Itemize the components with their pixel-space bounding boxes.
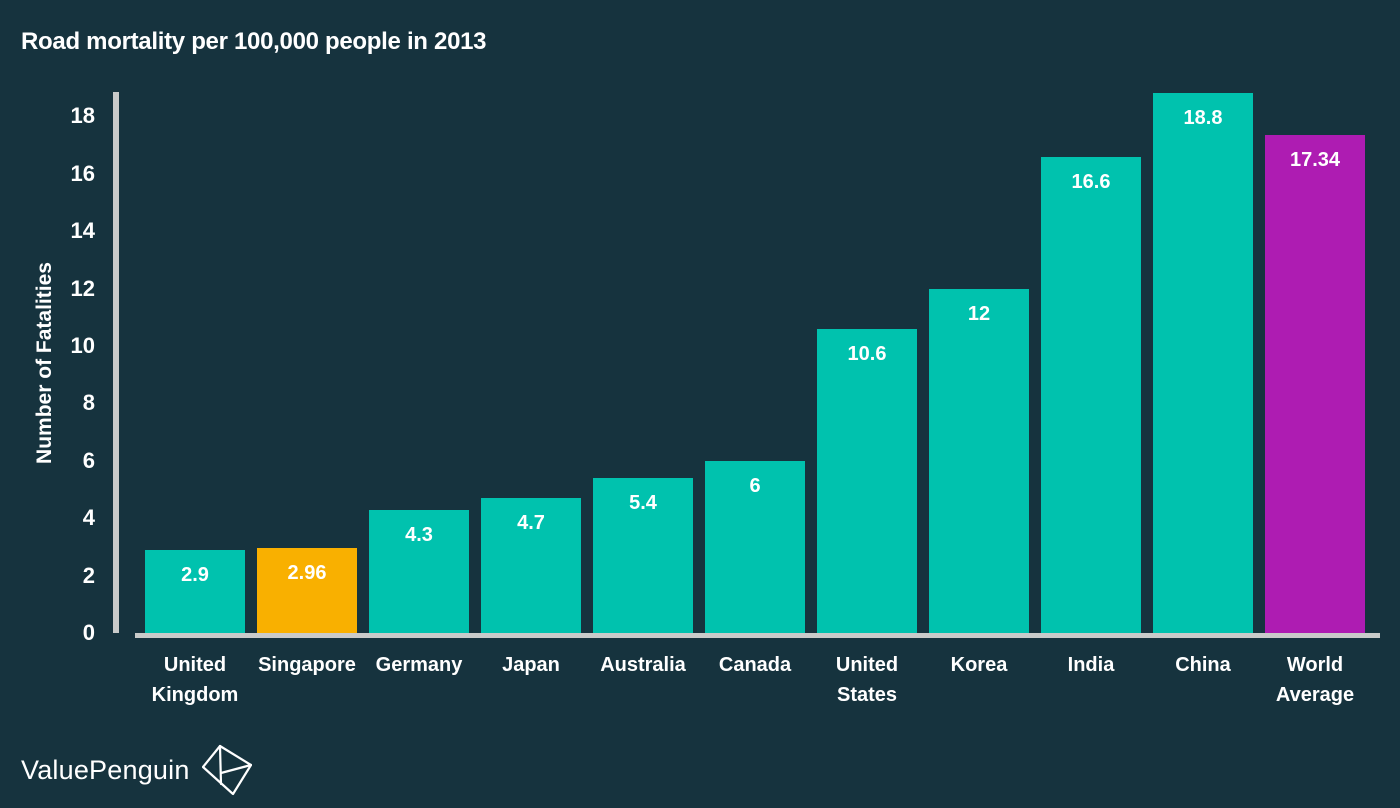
x-category-label-korea: Korea xyxy=(950,654,1008,676)
brand-wordmark: ValuePenguin xyxy=(21,754,190,785)
x-category-label-singapore: Singapore xyxy=(258,654,356,676)
y-tick-label-18: 18 xyxy=(70,103,95,129)
y-axis-line xyxy=(113,92,119,633)
bar-united-kingdom: 2.9 xyxy=(145,550,245,633)
bar-australia: 5.4 xyxy=(593,478,693,633)
bar-canada: 6 xyxy=(705,461,805,633)
bar-value-label-japan: 4.7 xyxy=(517,512,545,534)
x-category-label-united-states: United States xyxy=(835,654,899,706)
y-tick-label-14: 14 xyxy=(70,218,95,244)
x-category-label-india: India xyxy=(1067,654,1115,676)
y-tick-label-10: 10 xyxy=(70,333,95,358)
bar-value-label-united-kingdom: 2.9 xyxy=(181,564,209,586)
x-category-label-canada: Canada xyxy=(718,654,792,676)
bar-united-states: 10.6 xyxy=(817,329,917,633)
y-tick-label-6: 6 xyxy=(82,447,95,473)
bar-world-average: 17.34 xyxy=(1265,135,1365,633)
bar-india: 16.6 xyxy=(1041,157,1141,633)
valuepenguin-origami-diamond-icon xyxy=(201,744,252,796)
bar-value-label-australia: 5.4 xyxy=(629,492,657,514)
bar-value-label-canada: 6 xyxy=(749,475,761,497)
bar-value-label-united-states: 10.6 xyxy=(847,343,887,365)
y-tick-label-12: 12 xyxy=(70,275,95,301)
bar-japan: 4.7 xyxy=(481,498,581,633)
bar-value-label-germany: 4.3 xyxy=(405,524,433,546)
bar-value-label-singapore: 2.96 xyxy=(287,562,327,584)
x-category-label-germany: Germany xyxy=(375,654,463,676)
bar-korea: 12 xyxy=(929,289,1029,633)
bar-value-label-china: 18.8 xyxy=(1183,107,1223,129)
brand-footer: ValuePenguin xyxy=(21,744,252,796)
x-category-label-china: China xyxy=(1175,654,1231,676)
bar-value-label-india: 16.6 xyxy=(1071,171,1111,193)
y-tick-label-2: 2 xyxy=(82,562,95,588)
x-category-label-japan: Japan xyxy=(502,654,560,676)
x-category-label-australia: Australia xyxy=(600,654,686,676)
bar-germany: 4.3 xyxy=(369,510,469,633)
y-tick-label-16: 16 xyxy=(70,160,95,186)
x-category-label-world-average: World Average xyxy=(1275,654,1355,706)
bar-china: 18.8 xyxy=(1153,93,1253,633)
x-axis-line xyxy=(135,633,1380,638)
y-tick-label-4: 4 xyxy=(82,505,95,531)
chart-title: Road mortality per 100,000 people in 201… xyxy=(21,28,487,55)
bar-value-label-korea: 12 xyxy=(967,303,991,325)
bar-singapore: 2.96 xyxy=(257,548,357,633)
x-category-label-united-kingdom: United Kingdom xyxy=(151,654,239,706)
bar-value-label-world-average: 17.34 xyxy=(1289,149,1341,171)
y-tick-label-0: 0 xyxy=(82,620,95,645)
y-tick-label-8: 8 xyxy=(82,390,95,416)
